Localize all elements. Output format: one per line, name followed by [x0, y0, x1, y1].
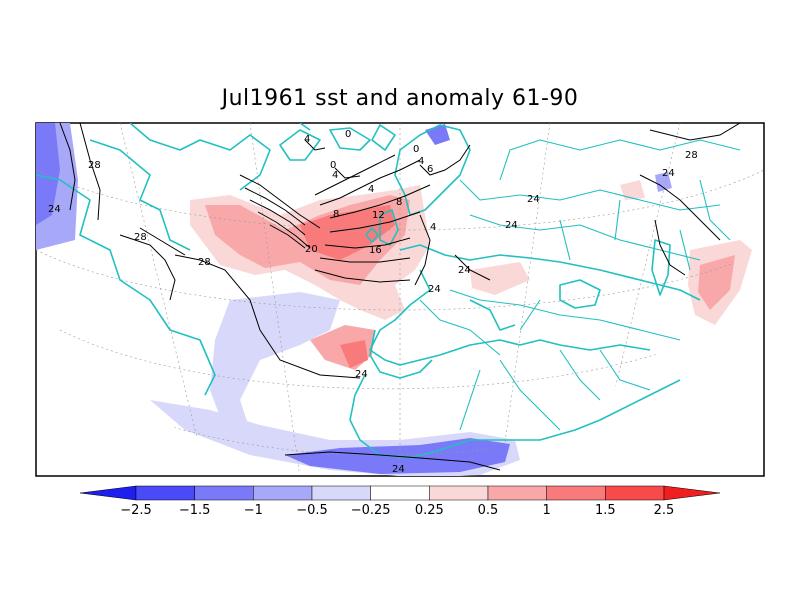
sst-contours — [59, 123, 741, 471]
contour-label: 24 — [458, 265, 471, 276]
scandinavia-coast — [394, 124, 471, 216]
contour-label: 20 — [305, 244, 318, 255]
contour-label: 4 — [430, 222, 436, 233]
colorbar-swatch — [253, 485, 313, 501]
greenland-coast — [279, 123, 321, 161]
colorbar-swatch — [135, 485, 195, 501]
positive-anomaly-iberia-core — [340, 340, 368, 368]
contour-label: 28 — [685, 150, 698, 161]
negative-anomaly-mid — [210, 292, 340, 430]
iberia-coast — [369, 329, 433, 379]
contour-labels: 28 24 28 28 28 24 4 0 0 4 4 8 8 12 16 20… — [48, 129, 698, 475]
contour-label: 28 — [134, 232, 147, 243]
colorbar-tick-label: −1.5 — [179, 503, 211, 518]
colorbar-swatch — [311, 485, 371, 501]
colorbar-swatch — [605, 485, 665, 501]
coastlines — [36, 123, 741, 459]
contour-label: 0 — [413, 144, 419, 155]
positive-anomaly-north — [620, 180, 645, 200]
colorbar-tick-label: −2.5 — [120, 503, 152, 518]
colorbar-swatch — [429, 485, 489, 501]
contour-label: 24 — [392, 464, 405, 475]
north-america-coast — [36, 123, 271, 396]
contour-label: 24 — [527, 194, 540, 205]
colorbar-tick-label: −0.25 — [351, 503, 391, 518]
contour-label: 4 — [418, 156, 424, 167]
map-title: Jul1961 sst and anomaly 61-90 — [221, 86, 579, 111]
contour-label: 28 — [88, 160, 101, 171]
contour-label: 12 — [372, 210, 385, 221]
contour-label: 4 — [332, 170, 338, 181]
colorbar-swatch — [487, 485, 547, 501]
contour-label: 8 — [396, 197, 402, 208]
colorbar-tick-label: 1.5 — [595, 503, 616, 518]
europe-coast — [369, 244, 701, 366]
colorbar-swatch — [370, 485, 430, 501]
colorbar-min-arrow — [79, 485, 137, 501]
colorbar-tick-labels: −2.5 −1.5 −1 −0.5 −0.25 0.25 0.5 1 1.5 2.5 — [120, 503, 674, 518]
contour-label: 16 — [369, 245, 382, 256]
contour-label: 24 — [355, 369, 368, 380]
arctic-islands — [329, 124, 396, 151]
contour-label: 8 — [333, 209, 339, 220]
interior-borders — [419, 139, 741, 431]
colorbar-swatch — [546, 485, 606, 501]
positive-anomaly-main-core — [300, 205, 395, 260]
colorbar-tick-label: 0.5 — [478, 503, 499, 518]
british-isles-coast — [365, 209, 399, 246]
black-sea-coast — [559, 279, 601, 309]
contour-label: 28 — [198, 257, 211, 268]
contour-label: 6 — [427, 164, 433, 175]
positive-anomaly-med — [470, 262, 530, 295]
colorbar-tick-label: −0.5 — [296, 503, 328, 518]
colorbar-tick-label: 0.25 — [415, 503, 444, 518]
contour-label: 24 — [662, 168, 675, 179]
africa-coast — [349, 374, 681, 459]
contour-label: 0 — [330, 160, 336, 171]
positive-anomaly-east-core — [698, 255, 735, 310]
contour-label: 24 — [428, 284, 441, 295]
colorbar-swatch — [194, 485, 254, 501]
colorbar-tick-label: −1 — [244, 503, 263, 518]
mediterranean-coast — [439, 299, 651, 356]
colorbar-swatches — [79, 485, 721, 501]
contour-label: 24 — [505, 220, 518, 231]
contour-label: 24 — [48, 204, 61, 215]
colorbar-tick-label: 1 — [543, 503, 551, 518]
caspian-coast — [651, 239, 671, 296]
anomaly-shading — [36, 123, 752, 476]
contour-label: 0 — [345, 129, 351, 140]
colorbar-max-arrow — [663, 485, 721, 501]
negative-anomaly-west-core — [36, 123, 60, 225]
contour-label: 4 — [304, 134, 310, 145]
colorbar: −2.5 −1.5 −1 −0.5 −0.25 0.25 0.5 1 1.5 2.5 — [79, 485, 721, 518]
contour-label: 4 — [368, 184, 374, 195]
negative-anomaly-east — [655, 172, 672, 192]
colorbar-tick-label: 2.5 — [654, 503, 675, 518]
